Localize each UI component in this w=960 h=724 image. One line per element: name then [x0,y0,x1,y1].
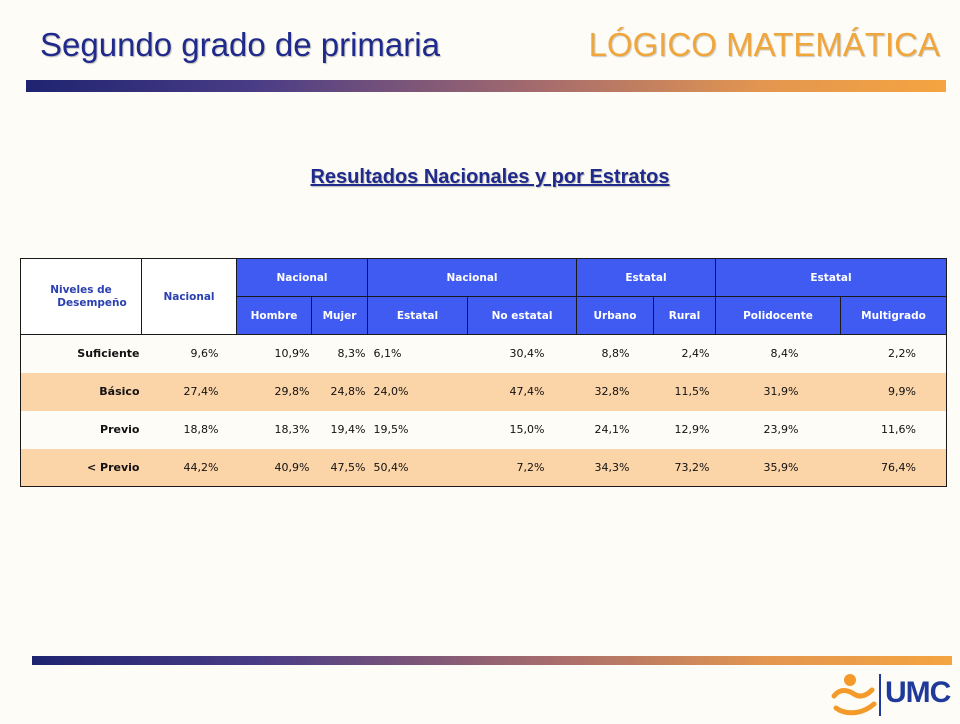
bottom-divider-bar [32,656,952,665]
header-rural: Rural [653,296,716,335]
cell-value: 6,1% [367,334,468,373]
cell-value: 11,6% [840,410,947,449]
cell-value: 2,2% [840,334,947,373]
header-group-gestion: Nacional [367,258,577,297]
header-urbano: Urbano [576,296,654,335]
cell-value: 8,8% [576,334,654,373]
cell-value: 47,5% [311,448,368,487]
table-row: Suficiente 9,6% 10,9% 8,3% 6,1% 30,4% 8,… [20,334,947,373]
cell-value: 35,9% [715,448,841,487]
row-label: Previo [20,410,142,449]
cell-value: 19,5% [373,423,409,436]
cell-value: 11,5% [653,372,716,411]
cell-value: 76,4% [840,448,947,487]
cell-value: 7,2% [467,448,577,487]
row-label: Básico [20,372,142,411]
cell-value: 24,1% [594,423,630,436]
header-mujer: Mujer [311,296,368,335]
umc-logo: UMC [830,668,951,720]
cell-value: 2,4% [653,334,716,373]
cell-value: 34,3% [576,448,654,487]
cell-value: 15,0% [509,423,545,436]
logo-text: UMC [885,676,951,709]
cell-value: 31,9% [715,372,841,411]
header-group-caracteristica: Estatal [715,258,947,297]
header-polidocente: Polidocente [715,296,841,335]
table-row: Básico 27,4% 29,8% 24,8% 24,0% 47,4% 32,… [20,372,947,411]
cell-value: 23,9% [763,423,799,436]
cell-value: 19,4% [330,423,366,436]
cell-value: 40,9% [236,448,312,487]
results-table: Niveles de Desempeño Nacional Nacional N… [20,258,947,487]
subject-title: LÓGICO MATEMÁTICA [588,26,940,63]
header-group-area: Estatal [576,258,716,297]
table-title: Resultados Nacionales y por Estratos [310,166,670,188]
cell-value: 50,4% [367,448,468,487]
cell-value: 47,4% [467,372,577,411]
header-multigrado: Multigrado [840,296,947,335]
header-nacional: Nacional [141,258,237,335]
cell-value: 24,8% [311,372,368,411]
cell-value: 18,8% [183,423,219,436]
header-hombre: Hombre [236,296,312,335]
top-divider-bar [26,80,946,92]
table-row: < Previo 44,2% 40,9% 47,5% 50,4% 7,2% 34… [20,448,947,487]
umc-figure-icon [831,674,881,716]
cell-value: 32,8% [576,372,654,411]
cell-value: 27,4% [141,372,237,411]
header-niveles: Niveles de Desempeño [20,258,142,335]
cell-value: 29,8% [236,372,312,411]
cell-value: 9,9% [840,372,947,411]
header-group-sexo: Nacional [236,258,368,297]
cell-value: 24,0% [367,372,468,411]
cell-value: 8,3% [311,334,368,373]
cell-value: 18,3% [274,423,310,436]
cell-value: 8,4% [715,334,841,373]
row-label: < Previo [20,448,142,487]
header-estatal: Estatal [367,296,468,335]
cell-value: 30,4% [467,334,577,373]
table-row: Previo 18,8% 18,3% 19,4% 19,5% 15,0% 24,… [20,410,947,449]
cell-value: 44,2% [141,448,237,487]
cell-value: 9,6% [141,334,237,373]
header-no-estatal: No estatal [467,296,577,335]
row-label: Suficiente [20,334,142,373]
cell-value: 10,9% [236,334,312,373]
cell-value: 73,2% [653,448,716,487]
page-title: Segundo grado de primaria [40,26,440,63]
cell-value: 12,9% [674,423,710,436]
